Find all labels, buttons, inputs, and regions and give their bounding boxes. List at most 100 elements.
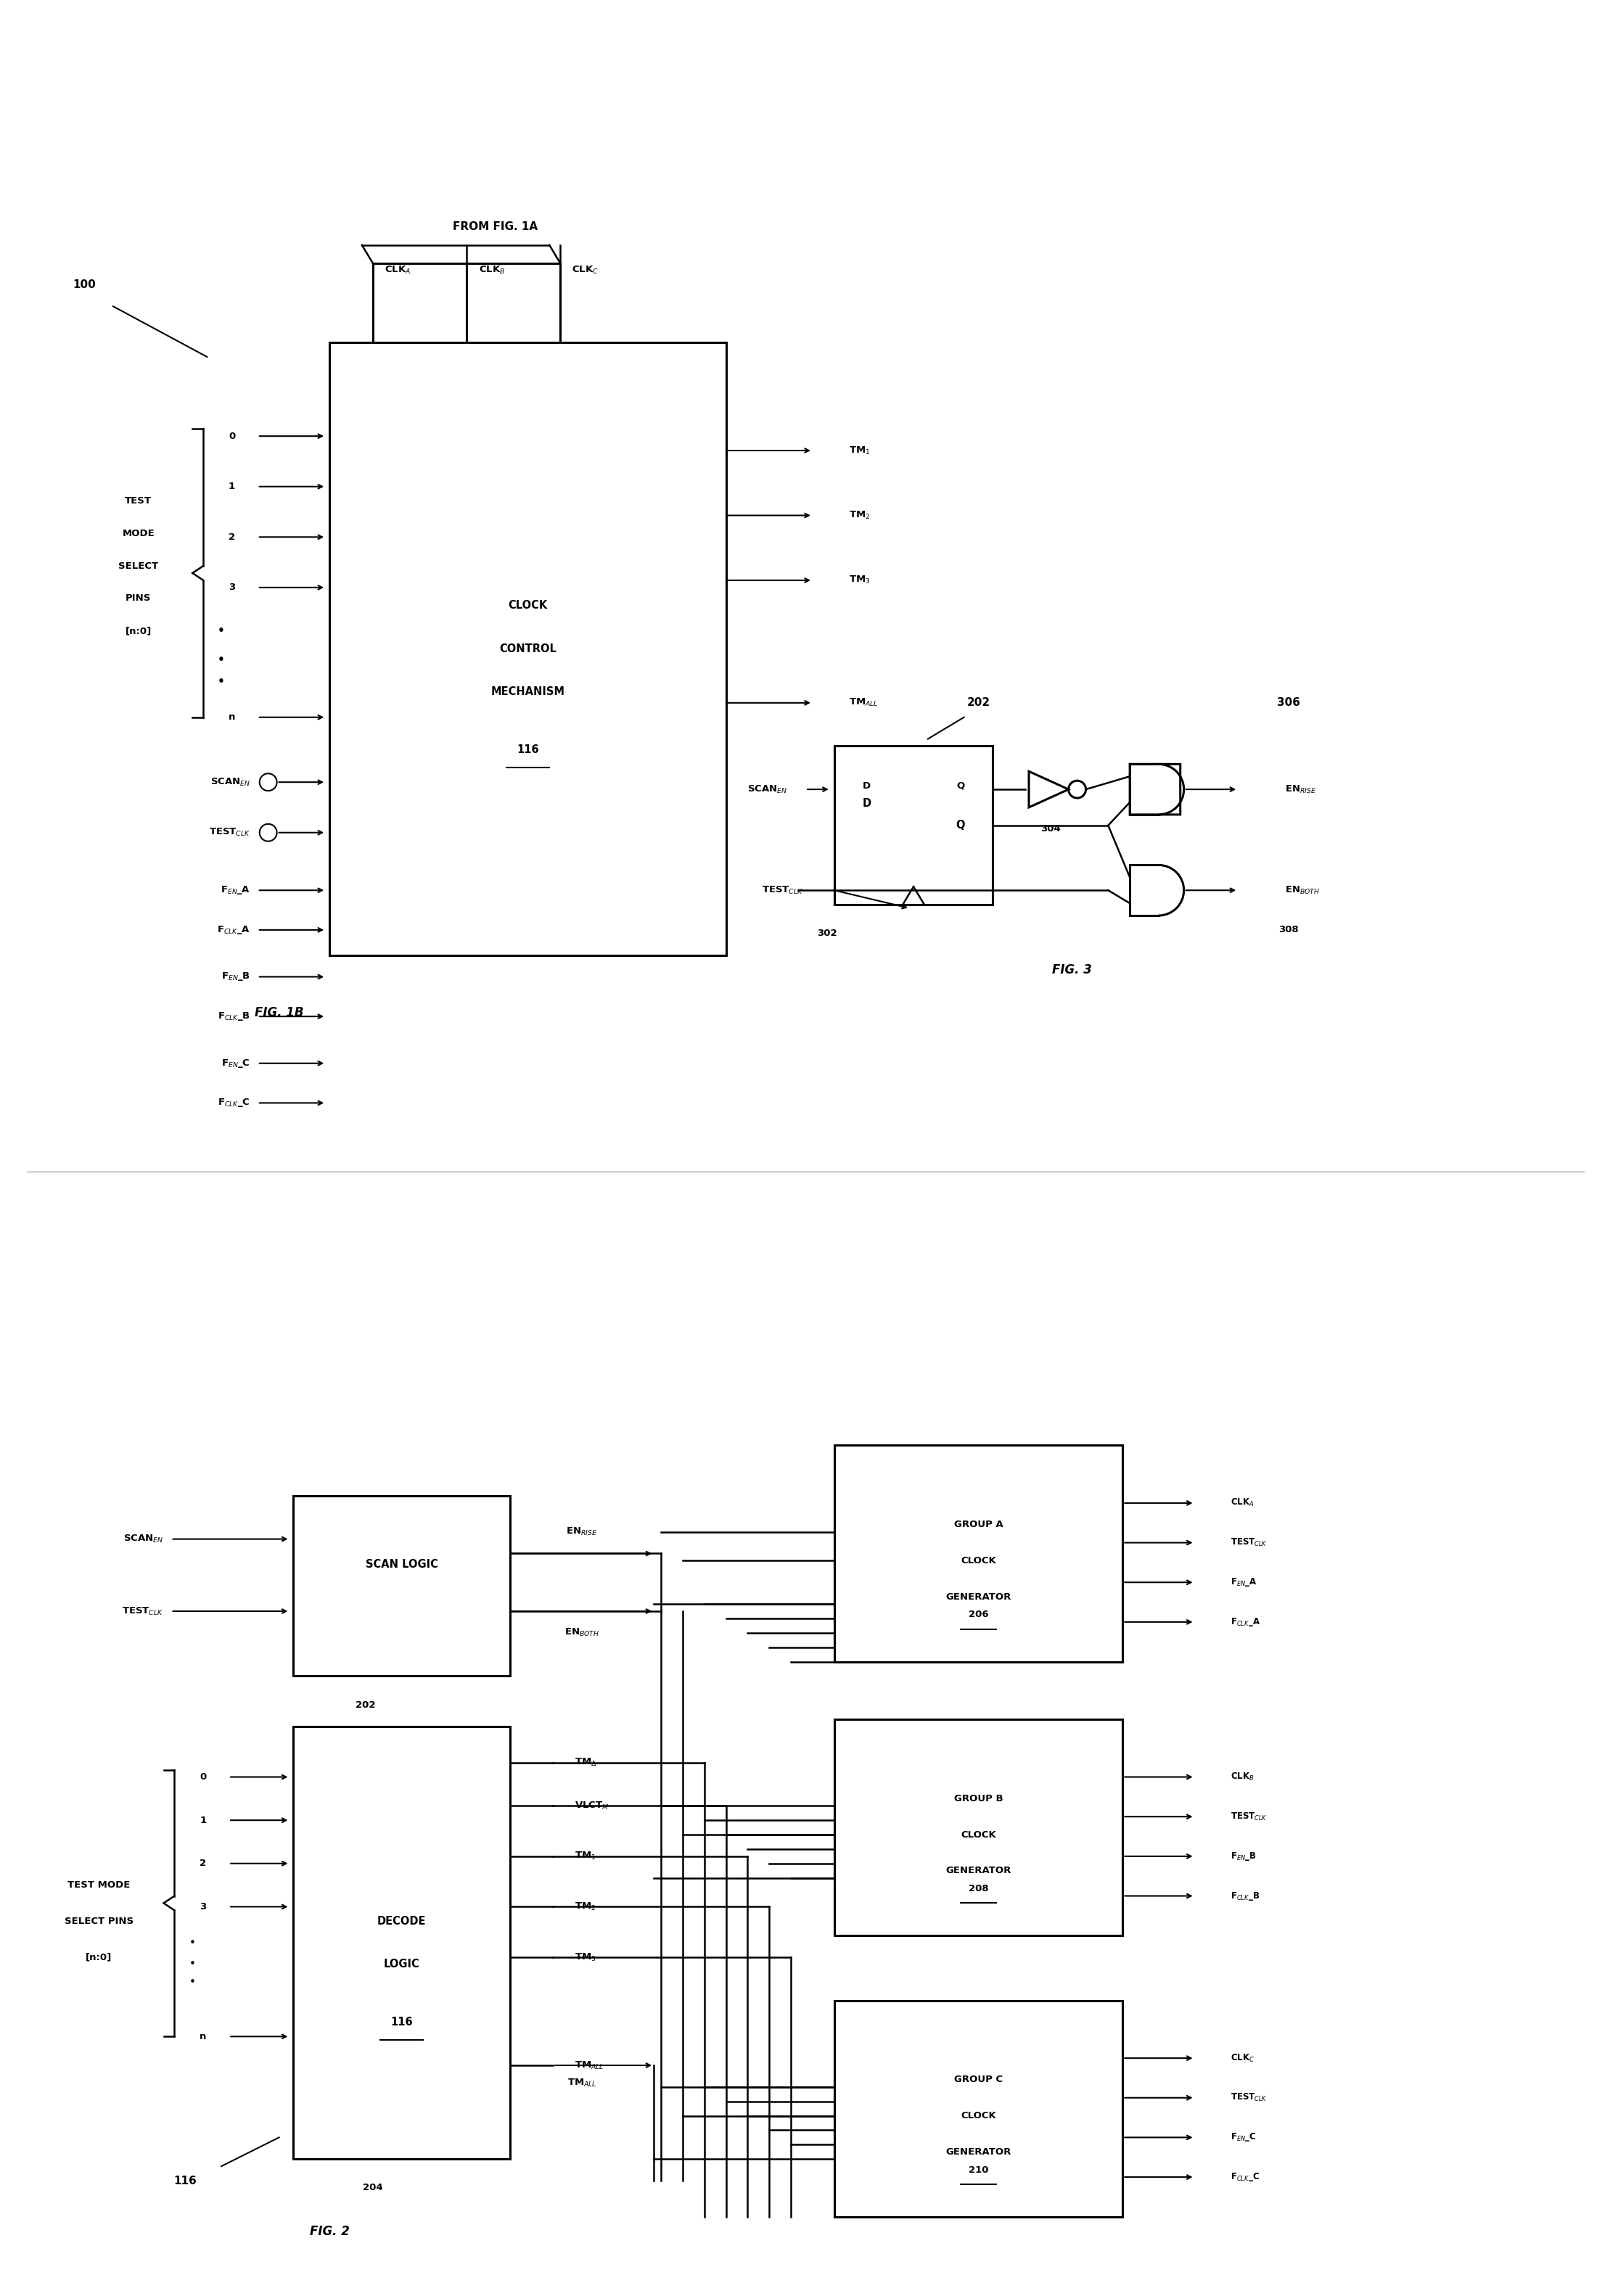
Text: F$_{EN}$_B: F$_{EN}$_B [221, 971, 250, 983]
Bar [330, 342, 726, 955]
Text: SELECT PINS: SELECT PINS [64, 1917, 134, 1926]
Text: •: • [217, 625, 225, 636]
Text: 0: 0 [229, 432, 235, 441]
Text: F$_{CLK}$_B: F$_{CLK}$_B [1230, 1890, 1261, 1901]
Text: TM$_2$: TM$_2$ [575, 1901, 596, 1913]
Text: •: • [190, 1938, 196, 1949]
Text: CLOCK: CLOCK [961, 1830, 997, 1839]
Bar [834, 1720, 1122, 1936]
Text: EN$_{BOTH}$: EN$_{BOTH}$ [1285, 884, 1320, 895]
Text: F$_{CLK}$_B: F$_{CLK}$_B [217, 1010, 250, 1022]
Text: 100: 100 [72, 280, 97, 289]
Text: [n:0]: [n:0] [126, 627, 151, 636]
Text: F$_{EN}$_A: F$_{EN}$_A [221, 884, 250, 895]
Text: TM$_3$: TM$_3$ [848, 574, 869, 585]
Text: FIG. 1B: FIG. 1B [254, 1006, 304, 1019]
Bar [293, 1727, 510, 2158]
Text: LOGIC: LOGIC [383, 1958, 420, 1970]
Text: MECHANISM: MECHANISM [491, 687, 565, 698]
Text: TM$_{ALL}$: TM$_{ALL}$ [567, 2078, 597, 2089]
Bar [293, 1495, 510, 1676]
Text: TEST$_{CLK}$: TEST$_{CLK}$ [762, 884, 803, 895]
Text: 206: 206 [968, 1609, 989, 1619]
Text: F$_{EN}$_B: F$_{EN}$_B [1230, 1851, 1257, 1862]
Text: TEST$_{CLK}$: TEST$_{CLK}$ [1230, 1812, 1267, 1823]
Text: CLK$_A$: CLK$_A$ [1230, 1497, 1254, 1508]
Text: MODE: MODE [122, 528, 155, 537]
Text: GROUP B: GROUP B [953, 1793, 1003, 1802]
Text: 304: 304 [1040, 824, 1061, 833]
Text: 302: 302 [816, 930, 837, 939]
Text: 116: 116 [391, 2016, 412, 2027]
Text: GROUP A: GROUP A [953, 1520, 1003, 1529]
Text: SCAN LOGIC: SCAN LOGIC [365, 1559, 438, 1570]
Text: 1: 1 [229, 482, 235, 491]
Text: [n:0]: [n:0] [85, 1952, 113, 1961]
Text: 116: 116 [517, 744, 539, 755]
Text: SCAN$_{EN}$: SCAN$_{EN}$ [124, 1534, 164, 1545]
Text: •: • [217, 675, 225, 687]
Text: CLOCK: CLOCK [509, 599, 547, 611]
Text: EN$_{BOTH}$: EN$_{BOTH}$ [565, 1628, 599, 1639]
Text: 1: 1 [200, 1816, 206, 1825]
Text: 210: 210 [969, 2165, 989, 2174]
Text: 202: 202 [356, 1699, 375, 1711]
Text: TEST$_{CLK}$: TEST$_{CLK}$ [122, 1605, 164, 1616]
Text: TM$_{ALL}$: TM$_{ALL}$ [575, 2060, 604, 2071]
Text: VLCT$_M$: VLCT$_M$ [575, 1800, 609, 1812]
Text: CLK$_C$: CLK$_C$ [572, 264, 599, 276]
Text: TEST$_{CLK}$: TEST$_{CLK}$ [1230, 1538, 1267, 1548]
Text: GROUP C: GROUP C [955, 2076, 1003, 2085]
Text: F$_{EN}$_C: F$_{EN}$_C [221, 1058, 250, 1070]
Text: F$_{CLK}$_C: F$_{CLK}$_C [1230, 2172, 1259, 2183]
Text: FIG. 3: FIG. 3 [1053, 962, 1092, 976]
Text: F$_{CLK}$_A: F$_{CLK}$_A [1230, 1616, 1261, 1628]
Text: 0: 0 [200, 1773, 206, 1782]
Text: TM$_3$: TM$_3$ [575, 1952, 596, 1963]
Text: CLK$_B$: CLK$_B$ [1230, 1773, 1254, 1782]
Text: TEST$_{CLK}$: TEST$_{CLK}$ [209, 827, 250, 838]
Text: TM$_\Delta$: TM$_\Delta$ [575, 1756, 597, 1768]
Text: D: D [863, 799, 871, 808]
Text: TM$_1$: TM$_1$ [848, 445, 869, 457]
Text: EN$_{RISE}$: EN$_{RISE}$ [1285, 783, 1315, 794]
Text: CLK$_A$: CLK$_A$ [385, 264, 411, 276]
Text: TEST$_{CLK}$: TEST$_{CLK}$ [1230, 2092, 1267, 2103]
Text: 204: 204 [362, 2183, 383, 2193]
Text: CLOCK: CLOCK [961, 1557, 997, 1566]
Text: EN$_{RISE}$: EN$_{RISE}$ [567, 1527, 597, 1538]
Text: D: D [863, 781, 871, 790]
Text: TEST MODE: TEST MODE [68, 1880, 130, 1890]
Text: n: n [229, 712, 235, 721]
Bar [834, 1446, 1122, 1662]
Bar [834, 2000, 1122, 2216]
Text: F$_{CLK}$_C: F$_{CLK}$_C [217, 1097, 250, 1109]
Text: TM$_2$: TM$_2$ [848, 510, 869, 521]
Text: PINS: PINS [126, 595, 151, 604]
Text: CLK$_B$: CLK$_B$ [478, 264, 506, 276]
Text: SCAN$_{EN}$: SCAN$_{EN}$ [747, 783, 787, 794]
Text: GENERATOR: GENERATOR [945, 1591, 1011, 1603]
Text: •: • [217, 654, 225, 666]
Text: 202: 202 [966, 698, 990, 707]
Text: FROM FIG. 1A: FROM FIG. 1A [452, 223, 538, 232]
Text: 306: 306 [1277, 698, 1299, 707]
FancyBboxPatch shape [1130, 765, 1180, 815]
Text: 308: 308 [1278, 925, 1299, 934]
Text: CONTROL: CONTROL [499, 643, 557, 654]
Text: 3: 3 [200, 1901, 206, 1913]
Text: 3: 3 [229, 583, 235, 592]
Text: F$_{EN}$_C: F$_{EN}$_C [1230, 2131, 1257, 2142]
Text: TM$_1$: TM$_1$ [575, 1851, 596, 1862]
Text: •: • [190, 1977, 196, 1988]
Text: F$_{CLK}$_A: F$_{CLK}$_A [217, 923, 250, 937]
Text: FIG. 2: FIG. 2 [309, 2225, 349, 2239]
Text: CLOCK: CLOCK [961, 2110, 997, 2122]
Text: 2: 2 [200, 1860, 206, 1869]
Text: Q: Q [956, 781, 964, 790]
Text: 208: 208 [968, 1885, 989, 1894]
Text: DECODE: DECODE [377, 1915, 427, 1926]
Bar [834, 746, 993, 905]
Text: GENERATOR: GENERATOR [945, 1867, 1011, 1876]
Text: 116: 116 [174, 2174, 196, 2186]
